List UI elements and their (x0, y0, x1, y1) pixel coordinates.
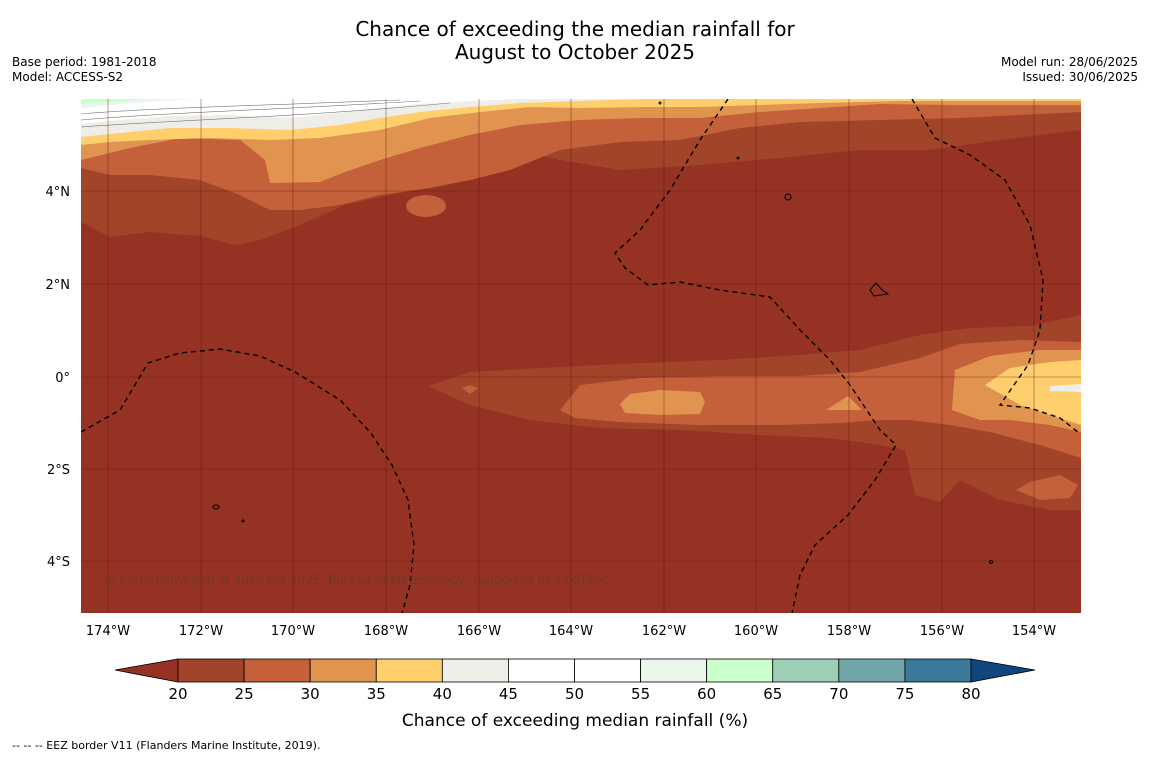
colorbar-tick-label: 30 (301, 685, 320, 703)
contour-45-55-north (81, 99, 520, 124)
lat-label: 2°S (47, 463, 70, 478)
title-line-1: Chance of exceeding the median rainfall … (355, 17, 795, 41)
colorbar-segment (772, 658, 840, 683)
lon-label: 166°W (457, 624, 501, 639)
colorbar-tick-label: 70 (829, 685, 848, 703)
colorbar-tick-label: 40 (433, 685, 452, 703)
islands (212, 101, 993, 564)
colorbar-segment (640, 658, 708, 683)
eez-borders (81, 99, 1079, 613)
colorbar-segment (574, 658, 641, 683)
colorbar-segment (177, 658, 245, 683)
contour-patch-167w (406, 195, 446, 217)
colorbar-under-arrow (114, 658, 179, 683)
lon-label: 162°W (642, 624, 686, 639)
lat-label: 2°N (46, 278, 71, 293)
lon-label: 170°W (271, 624, 315, 639)
colorbar-over-arrow (970, 658, 1036, 683)
lon-label: 154°W (1012, 624, 1056, 639)
footer-note: -- -- -- EEZ border V11 (Flanders Marine… (12, 739, 321, 752)
colorbar-segment (243, 658, 311, 683)
lat-label: 0° (55, 371, 70, 386)
model-name: Model: ACCESS-S2 (12, 70, 124, 84)
colorbar-segment (706, 658, 774, 683)
meta-left: Base period: 1981-2018 Model: ACCESS-S2 (12, 55, 157, 85)
colorbar-label: Chance of exceeding median rainfall (%) (402, 711, 748, 731)
lon-label: 168°W (364, 624, 408, 639)
colorbar-tick-label: 60 (697, 685, 716, 703)
contour-25-30-south-east (1016, 475, 1078, 500)
lon-label: 156°W (920, 624, 964, 639)
contour-25-30-equator (560, 340, 1081, 458)
colorbar-tick-label: 35 (367, 685, 386, 703)
colorbar: 20 25 30 35 40 45 50 55 60 65 70 75 80 Chance of exc… (114, 658, 1036, 731)
copyright-text: © Commonwealth of Australia 2025, Bureau… (104, 573, 609, 587)
graticule (81, 99, 1081, 613)
colorbar-tick-label: 80 (961, 685, 980, 703)
meta-right: Model run: 28/06/2025 Issued: 30/06/2025 (1001, 55, 1138, 85)
title-line-2: August to October 2025 (454, 40, 696, 64)
colorbar-segment (375, 658, 443, 683)
contour-30-35-patch-158w (826, 396, 862, 410)
rainfall-contours (81, 99, 1081, 613)
contour-40-45-equator (1050, 384, 1081, 392)
base-period: Base period: 1981-2018 (12, 55, 157, 69)
latitude-labels: 4°N 2°N 0° 2°S 4°S (46, 185, 71, 570)
map-title: Chance of exceeding the median rainfall … (0, 18, 1150, 64)
lon-label: 172°W (179, 624, 223, 639)
issued-date: Issued: 30/06/2025 (1022, 70, 1138, 84)
colorbar-tick-label: 25 (235, 685, 254, 703)
colorbar-segment (508, 658, 575, 683)
colorbar-segments (177, 658, 972, 683)
colorbar-ticks: 20 25 30 35 40 45 50 55 60 65 70 75 80 (168, 685, 980, 703)
colorbar-tick-label: 20 (168, 685, 187, 703)
lon-label: 174°W (86, 624, 130, 639)
colorbar-tick-label: 65 (763, 685, 782, 703)
contour-60-65-north (81, 99, 150, 104)
colorbar-tick-label: 50 (565, 685, 584, 703)
contour-30-35-patch-162w (620, 390, 705, 415)
colorbar-tick-label: 75 (895, 685, 914, 703)
colorbar-segment (904, 658, 972, 683)
contour-25-30-patch-166w (462, 385, 478, 394)
colorbar-segment (838, 658, 906, 683)
colorbar-tick-label: 55 (631, 685, 650, 703)
lat-label: 4°N (46, 185, 71, 200)
contour-lines-north (81, 99, 451, 128)
colorbar-segment (441, 658, 509, 683)
contour-35-40-equator (985, 360, 1081, 425)
lat-label: 4°S (47, 555, 70, 570)
colorbar-tick-label: 45 (499, 685, 518, 703)
lon-label: 158°W (827, 624, 871, 639)
model-run: Model run: 28/06/2025 (1000, 55, 1138, 69)
lon-label: 164°W (549, 624, 593, 639)
longitude-labels: 174°W 172°W 170°W 168°W 166°W 164°W 162°… (86, 624, 1056, 639)
lon-label: 160°W (734, 624, 778, 639)
colorbar-segment (309, 658, 377, 683)
